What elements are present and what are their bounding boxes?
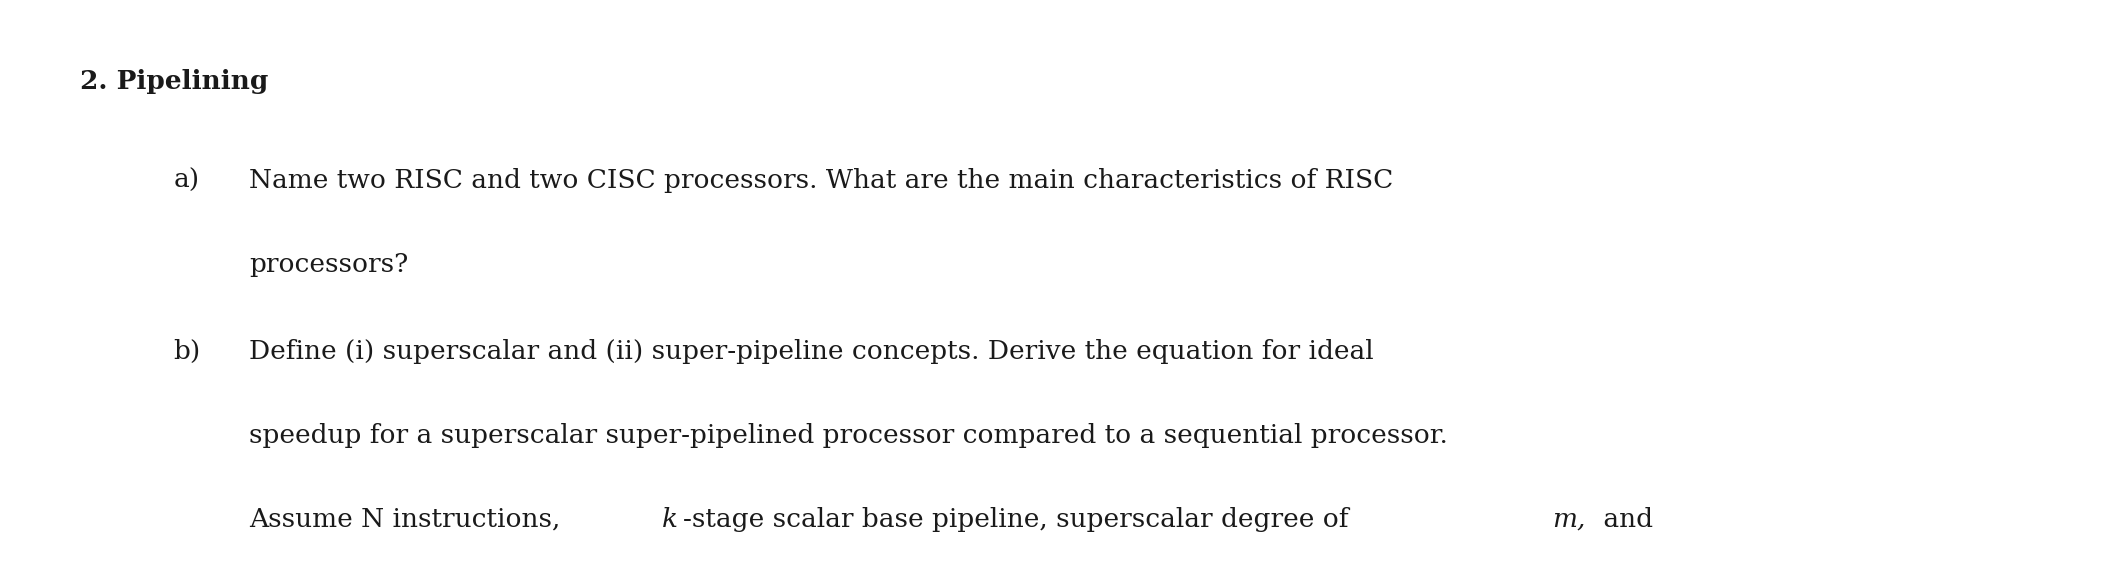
Text: -stage scalar base pipeline, superscalar degree of: -stage scalar base pipeline, superscalar… (682, 507, 1357, 532)
Text: k: k (661, 507, 678, 532)
Text: speedup for a superscalar super-pipelined processor compared to a sequential pro: speedup for a superscalar super-pipeline… (249, 423, 1447, 448)
Text: m,: m, (1553, 507, 1585, 532)
Text: b): b) (173, 339, 201, 364)
Text: Name two RISC and two CISC processors. What are the main characteristics of RISC: Name two RISC and two CISC processors. W… (249, 168, 1395, 193)
Text: processors?: processors? (249, 252, 408, 277)
Text: a): a) (173, 168, 199, 193)
Text: Define (i) superscalar and (ii) super-pipeline concepts. Derive the equation for: Define (i) superscalar and (ii) super-pi… (249, 339, 1373, 364)
Text: and: and (1595, 507, 1652, 532)
Text: Assume N instructions,: Assume N instructions, (249, 507, 568, 532)
Text: 2. Pipelining: 2. Pipelining (80, 69, 268, 94)
